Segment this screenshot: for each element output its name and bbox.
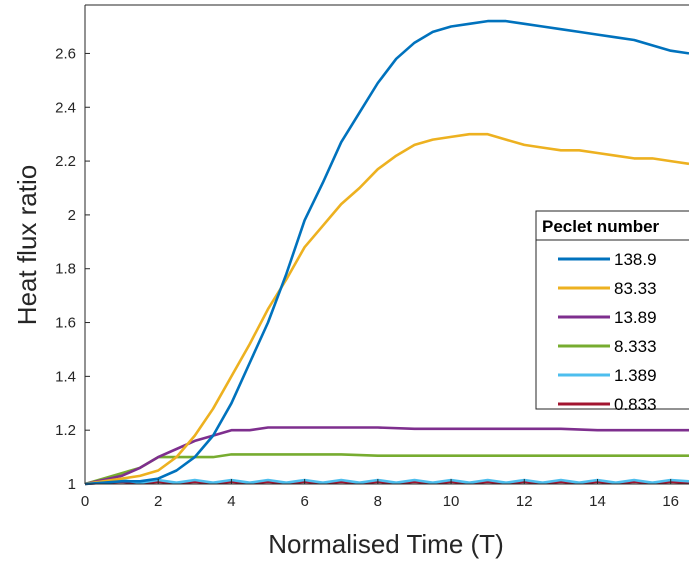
axes-layer: 0 2 4 6 8 10 12 14 16 1 1.2 1.4 1.6 1.8 2 2.2 2.4 2.6 (55, 4, 689, 510)
x-tick-label: 12 (516, 493, 533, 510)
y-tick-label: 1 (68, 476, 76, 493)
y-tick-label: 2.2 (55, 153, 76, 170)
y-tick-label: 1.8 (55, 261, 76, 278)
legend-entry-label: 138.9 (614, 250, 657, 269)
x-tick-label: 16 (662, 493, 679, 510)
x-axis-title: Normalised Time (T) (268, 529, 503, 559)
x-tick-label: 14 (589, 493, 606, 510)
x-tick-label: 4 (227, 493, 235, 510)
y-tick-label: 2.4 (55, 99, 76, 116)
x-tick-label: 2 (154, 493, 162, 510)
legend-entry-label: 1.389 (614, 366, 657, 385)
legend-entry-label: 13.89 (614, 308, 657, 327)
legend-entry-label: 83.33 (614, 279, 657, 298)
x-tick-label: 10 (443, 493, 460, 510)
series-layer (85, 19, 689, 486)
y-tick-label: 1.2 (55, 422, 76, 439)
y-axis-title: Heat flux ratio (12, 165, 42, 325)
series-line-13-89 (85, 426, 689, 486)
legend-box (535, 210, 689, 410)
legend-title: Peclet number (542, 217, 660, 236)
y-tick-label: 1.4 (55, 368, 76, 385)
legend-entry-label: 0.833 (614, 395, 657, 414)
legend-entry-label: 8.333 (614, 337, 657, 356)
y-tick-label: 2 (68, 207, 76, 224)
series-line-8-333 (85, 453, 689, 486)
x-tick-label: 8 (374, 493, 382, 510)
y-tick-label: 2.6 (55, 45, 76, 62)
legend-entries: 138.9 83.33 13.89 8.333 1.389 0.833 (558, 250, 657, 414)
series-line-138-9 (85, 19, 689, 486)
series-line-83-33 (85, 132, 689, 486)
series-line-1-389 (85, 478, 689, 486)
legend: Peclet number 138.9 83.33 13.89 8.333 1.389 0… (535, 210, 689, 414)
x-tick-label: 6 (300, 493, 308, 510)
x-tick-label: 0 (81, 493, 89, 510)
y-tick-label: 1.6 (55, 315, 76, 332)
